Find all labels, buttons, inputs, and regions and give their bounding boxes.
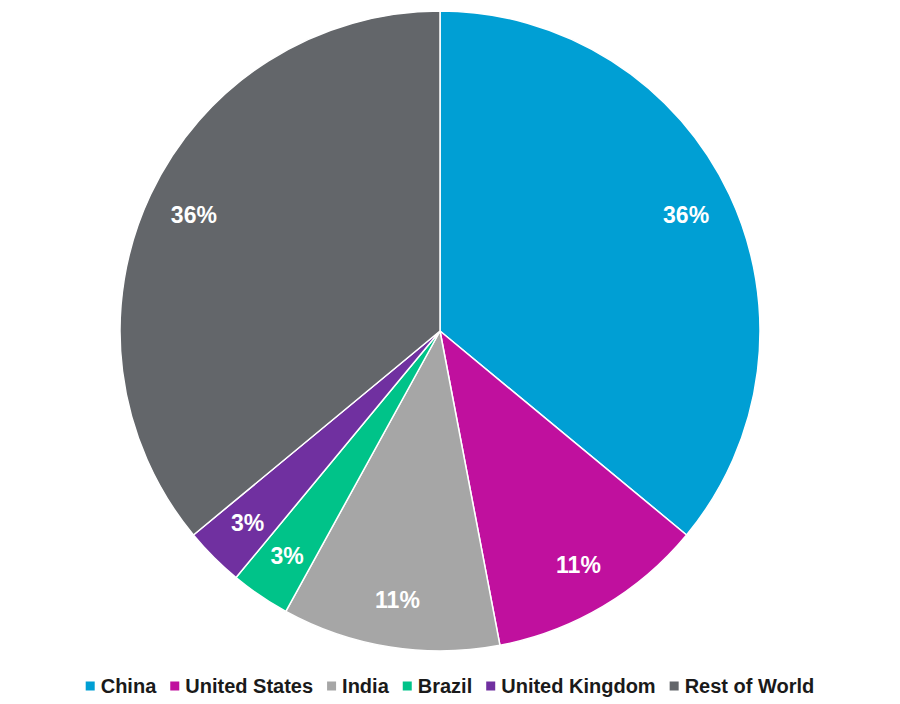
data-label: 36% [171, 202, 217, 228]
legend: China United States India Brazil United King… [86, 675, 815, 697]
slices [120, 11, 760, 651]
legend-label: Brazil [418, 675, 472, 697]
legend-swatch [670, 682, 679, 691]
legend-item: United Kingdom [486, 675, 655, 697]
legend-item: India [327, 675, 390, 697]
legend-label: Rest of World [685, 675, 815, 697]
legend-label: India [342, 675, 390, 697]
legend-swatch [86, 682, 95, 691]
data-label: 11% [375, 587, 420, 613]
chart: 36% 11% 11% 3%3% 36% China United States India B… [0, 0, 900, 704]
data-label: 3% [231, 510, 264, 536]
legend-swatch [170, 682, 179, 691]
legend-swatch [327, 682, 336, 691]
legend-item: United States [170, 675, 313, 697]
data-label: 11% [556, 552, 601, 578]
data-label: 36% [663, 202, 709, 228]
legend-label: United Kingdom [501, 675, 655, 697]
legend-item: Brazil [403, 675, 472, 697]
slice [120, 11, 440, 535]
data-label: 3% [270, 543, 303, 569]
legend-item: Rest of World [670, 675, 815, 697]
legend-swatch [486, 682, 495, 691]
legend-swatch [403, 682, 412, 691]
legend-label: China [101, 675, 157, 697]
data-labels: 36% 11% 11% 3%3% 36% [171, 202, 709, 612]
legend-label: United States [185, 675, 313, 697]
legend-item: China [86, 675, 157, 697]
